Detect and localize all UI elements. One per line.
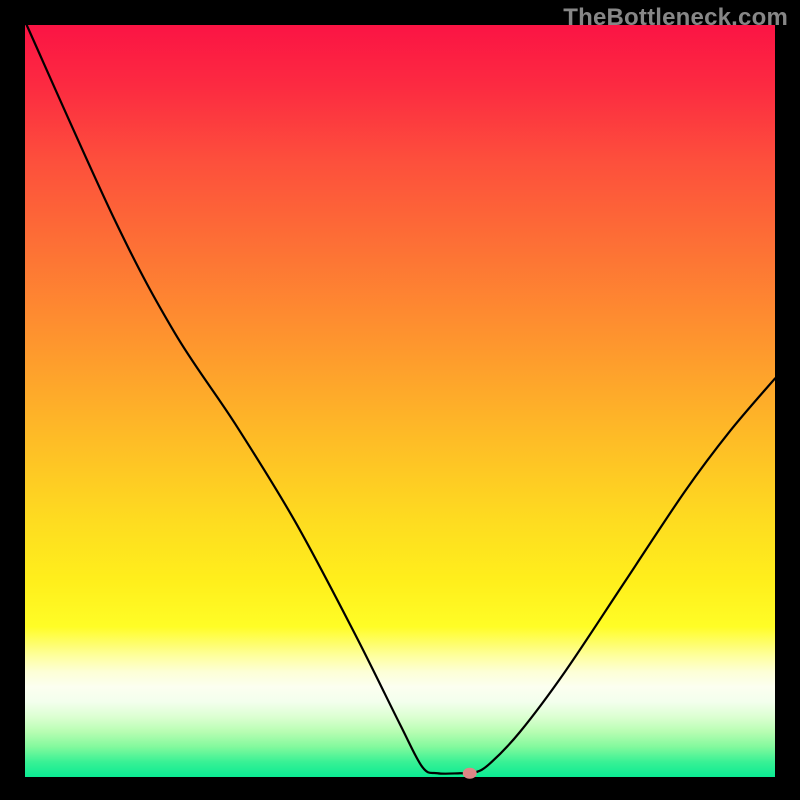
- optimal-point-marker: [463, 768, 477, 779]
- chart-gradient-background: [25, 25, 775, 777]
- chart-stage: TheBottleneck.com: [0, 0, 800, 800]
- bottleneck-chart: [0, 0, 800, 800]
- watermark-text: TheBottleneck.com: [563, 4, 788, 32]
